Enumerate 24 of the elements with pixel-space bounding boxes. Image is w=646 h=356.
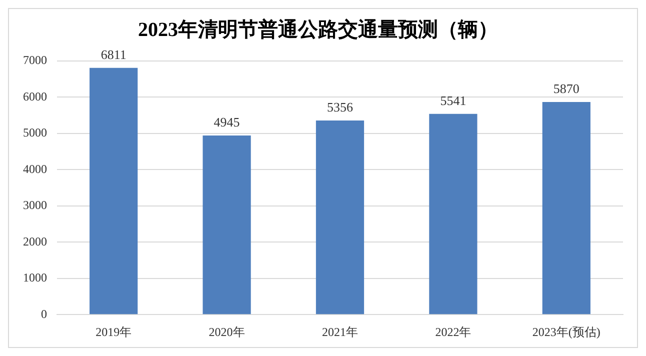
bar [542, 102, 590, 314]
data-label: 6811 [100, 46, 126, 62]
y-tick-label: 2000 [23, 234, 47, 248]
x-tick-label: 2020年 [208, 324, 245, 339]
x-tick-label: 2022年 [435, 324, 472, 339]
x-tick-label: 2019年 [96, 324, 132, 339]
bar [202, 135, 251, 314]
chart-title: 2023年清明节普通公路交通量预测（辆） [138, 18, 498, 42]
y-tick-label: 4000 [23, 162, 47, 176]
x-tick-label: 2023年(预估) [532, 324, 600, 339]
y-tick-label: 1000 [23, 270, 47, 285]
data-label: 5870 [553, 80, 580, 96]
y-tick-label: 5000 [23, 126, 47, 140]
data-label: 5356 [327, 99, 354, 114]
y-tick-label: 6000 [23, 89, 47, 104]
bar [429, 114, 478, 314]
bar [90, 68, 138, 314]
y-tick-label: 7000 [23, 53, 47, 68]
data-label: 5541 [440, 92, 466, 108]
data-label: 4945 [214, 114, 240, 130]
bar [316, 120, 364, 314]
y-tick-label: 3000 [23, 198, 47, 212]
y-tick-label: 0 [41, 306, 47, 321]
x-tick-label: 2021年 [322, 324, 358, 339]
